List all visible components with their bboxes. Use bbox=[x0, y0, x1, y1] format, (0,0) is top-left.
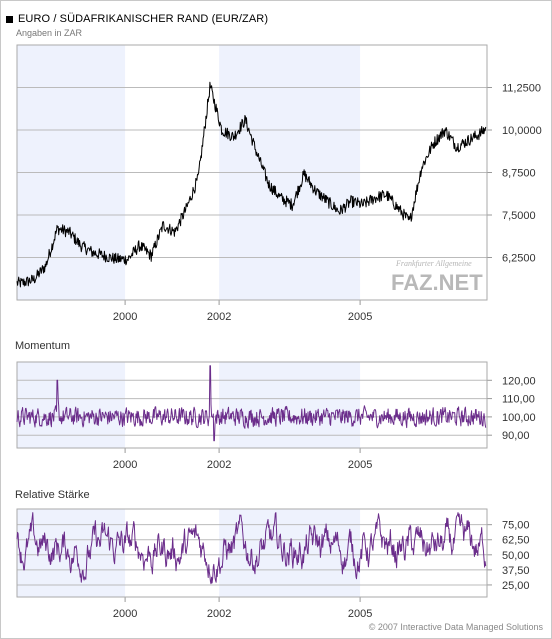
series-line-momentum bbox=[16, 365, 487, 442]
panel-border-1 bbox=[16, 361, 488, 449]
xtick-label-0-2: 2005 bbox=[348, 311, 372, 323]
title-row: EURO / SÜDAFRIKANISCHER RAND (EUR/ZAR) bbox=[6, 13, 268, 25]
ytick-label-2-4: 75,00 bbox=[502, 520, 530, 532]
ytick-label-2-3: 62,50 bbox=[502, 535, 530, 547]
ytick-label-0-0: 6,2500 bbox=[502, 253, 536, 265]
shade-band-1-0 bbox=[17, 362, 126, 448]
ytick-label-1-0: 90,00 bbox=[502, 430, 530, 442]
panel-border-0 bbox=[16, 44, 488, 301]
shade-band-1-1 bbox=[219, 362, 361, 448]
momentum-label: Momentum bbox=[15, 340, 71, 352]
copyright-footer: © 2007 Interactive Data Managed Solution… bbox=[368, 622, 543, 632]
logo-small-text: Frankfurter Allgemeine bbox=[395, 259, 472, 268]
panel-border-2 bbox=[16, 508, 488, 598]
ytick-label-1-3: 120,00 bbox=[502, 375, 536, 387]
relative-staerke-label: Relative Stärke bbox=[15, 489, 90, 501]
chart-title: EURO / SÜDAFRIKANISCHER RAND (EUR/ZAR) bbox=[18, 13, 269, 25]
series-line-price bbox=[16, 81, 487, 288]
ytick-label-0-4: 11,2500 bbox=[502, 83, 541, 95]
xtick-label-1-2: 2005 bbox=[348, 459, 372, 471]
ytick-label-2-1: 37,50 bbox=[502, 565, 530, 577]
ytick-label-2-2: 50,00 bbox=[502, 550, 530, 562]
xtick-label-0-0: 2000 bbox=[113, 311, 137, 323]
faz-logo: FAZ.NET bbox=[391, 270, 483, 295]
ytick-label-1-1: 100,00 bbox=[502, 412, 536, 424]
xtick-label-1-1: 2002 bbox=[207, 459, 231, 471]
xtick-label-2-1: 2002 bbox=[207, 608, 231, 620]
series-line-relative_staerke bbox=[16, 512, 487, 585]
xtick-label-1-0: 2000 bbox=[113, 459, 137, 471]
xtick-label-0-1: 2002 bbox=[207, 311, 231, 323]
title-square-icon bbox=[6, 15, 13, 23]
ytick-label-0-2: 8,7500 bbox=[502, 168, 536, 180]
ytick-label-1-2: 110,00 bbox=[502, 394, 535, 406]
chart-subtitle: Angaben in ZAR bbox=[16, 28, 83, 38]
ytick-label-0-3: 10,0000 bbox=[502, 125, 542, 137]
xtick-label-2-2: 2005 bbox=[348, 608, 372, 620]
ytick-label-2-0: 25,00 bbox=[502, 580, 530, 592]
xtick-label-2-0: 2000 bbox=[113, 608, 137, 620]
ytick-label-0-1: 7,5000 bbox=[502, 210, 536, 222]
shade-band-2-0 bbox=[17, 509, 126, 597]
